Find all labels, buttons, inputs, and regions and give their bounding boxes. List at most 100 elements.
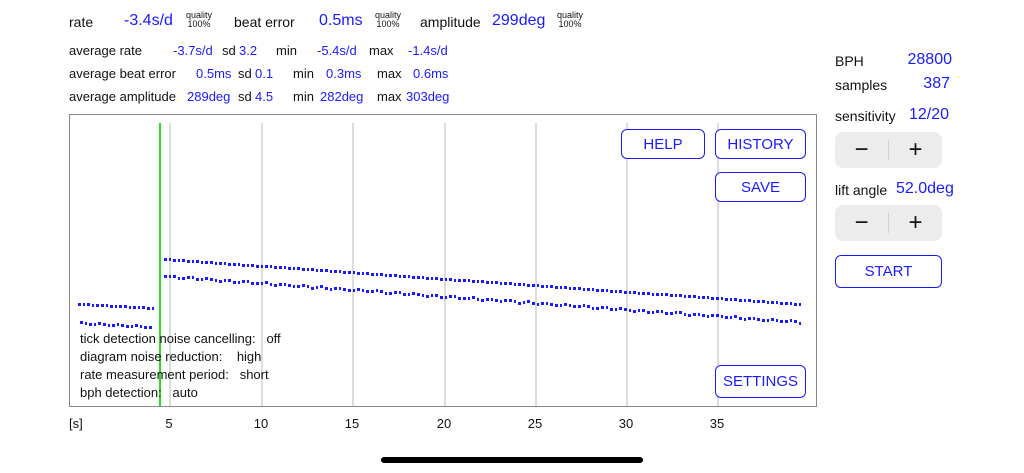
quality-value: 100%	[558, 19, 582, 29]
settings-button[interactable]: SETTINGS	[715, 365, 806, 398]
trace-dot	[177, 277, 181, 280]
trace-dot	[338, 287, 342, 290]
trace-dot	[246, 280, 250, 283]
trace-dot	[541, 285, 544, 288]
trace-dot	[481, 299, 484, 302]
gridline	[717, 123, 719, 406]
trace-dot	[361, 272, 365, 275]
trace-dot	[191, 276, 195, 279]
lift-angle-increase-button[interactable]: +	[908, 209, 923, 236]
trace-dot	[329, 288, 333, 291]
lift-angle-label: lift angle	[835, 182, 888, 198]
trace-dot	[210, 278, 213, 281]
stat-avg: 0.5ms	[196, 66, 232, 81]
trace-dot	[82, 303, 86, 306]
trace-dot	[794, 320, 797, 323]
trace-dot	[785, 302, 788, 305]
help-button[interactable]: HELP	[621, 129, 705, 159]
history-button[interactable]: HISTORY	[715, 129, 806, 159]
trace-dot	[670, 294, 673, 297]
trace-dot	[177, 259, 181, 262]
stepper-divider	[888, 213, 889, 233]
trace-dot	[426, 277, 429, 280]
trace-dot	[697, 313, 701, 316]
trace-dot	[265, 281, 268, 284]
trace-dot	[440, 296, 443, 299]
trace-dot	[499, 300, 503, 303]
trace-dot	[665, 293, 668, 296]
stat-min-label: min	[276, 43, 297, 58]
axis-unit: [s]	[69, 416, 83, 431]
trace-dot	[582, 288, 586, 291]
trace-dot	[734, 315, 737, 318]
trace-dot	[320, 269, 323, 272]
trace-dot	[407, 293, 411, 296]
trace-dot	[601, 306, 604, 309]
trace-dot	[743, 299, 747, 302]
trace-dot	[103, 323, 106, 326]
rate-value: -3.4s/d	[124, 12, 173, 29]
trace-dot	[532, 284, 535, 287]
trace-dot	[743, 318, 747, 321]
sensitivity-increase-button[interactable]: +	[908, 136, 923, 163]
sensitivity-decrease-button[interactable]: −	[854, 136, 869, 163]
trace-dot	[706, 315, 710, 318]
trace-dot	[256, 265, 259, 268]
quality-label: quality	[557, 10, 584, 20]
trace-dot	[237, 263, 241, 266]
stat-label: average rate	[69, 43, 142, 58]
trace-dot	[297, 285, 300, 288]
save-button[interactable]: SAVE	[715, 172, 806, 202]
stat-max-label: max	[377, 89, 402, 104]
sensitivity-stepper[interactable]: − +	[835, 132, 942, 168]
trace-dot	[311, 287, 314, 290]
setting-label: tick detection noise cancelling:	[80, 331, 256, 346]
home-indicator[interactable]	[381, 457, 643, 463]
beat-error-label: beat error	[234, 14, 295, 30]
trace-dot	[256, 282, 259, 285]
trace-dot	[233, 263, 236, 266]
trace-dot	[173, 259, 176, 262]
trace-dot	[679, 294, 682, 297]
trace-dot	[116, 323, 120, 326]
gridline	[261, 123, 263, 406]
trace-dot	[458, 279, 461, 282]
trace-dot	[472, 296, 475, 299]
trace-dot	[444, 278, 448, 281]
start-button[interactable]: START	[835, 255, 942, 288]
trace-dot	[785, 320, 788, 323]
trace-dot	[133, 306, 136, 309]
trace-dot	[550, 285, 553, 288]
trace-dot	[265, 265, 268, 268]
trace-dot	[223, 262, 227, 265]
timegrapher-chart[interactable]: tick detection noise cancelling: off dia…	[69, 114, 817, 407]
trace-dot	[651, 293, 655, 296]
trace-dot	[302, 284, 305, 287]
trace-dot	[757, 318, 760, 321]
stat-sd-label: sd	[222, 43, 236, 58]
samples-value: 387	[923, 75, 950, 92]
trace-dot	[637, 292, 641, 295]
trace-dot	[775, 301, 779, 304]
trace-dot	[775, 319, 779, 322]
trace-dot	[656, 310, 659, 313]
quality-value: 100%	[187, 19, 211, 29]
trace-dot	[371, 290, 374, 293]
trace-dot	[315, 286, 319, 289]
setting-value: off	[266, 331, 281, 346]
trace-dot	[93, 323, 97, 326]
trace-dot	[527, 284, 530, 287]
trace-dot	[306, 268, 310, 271]
setting-value: short	[239, 367, 269, 382]
lift-angle-stepper[interactable]: − +	[835, 205, 942, 241]
quality-value: 100%	[376, 19, 400, 29]
trace-dot	[269, 265, 273, 268]
trace-dot	[407, 275, 411, 278]
lift-angle-decrease-button[interactable]: −	[854, 209, 869, 236]
trace-dot	[748, 317, 751, 320]
trace-dot	[573, 305, 576, 308]
trace-dot	[283, 266, 287, 269]
trace-dot	[541, 302, 544, 305]
trace-dot	[375, 273, 379, 276]
trace-dot	[430, 277, 434, 280]
